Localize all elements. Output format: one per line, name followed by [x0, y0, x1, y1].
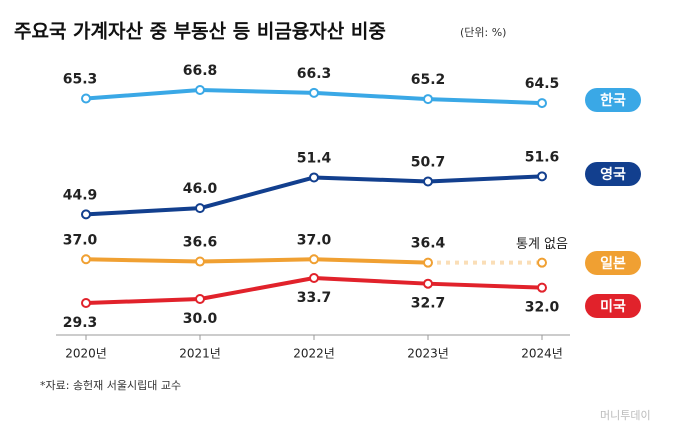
data-label: 32.0 [525, 300, 560, 316]
data-label: 50.7 [411, 154, 446, 170]
watermark: 머니투데이 [600, 409, 651, 422]
point-marker [423, 257, 433, 268]
legend-pill [585, 294, 641, 318]
point-marker [309, 254, 319, 265]
data-label: 36.6 [183, 235, 218, 251]
x-tick-label: 2022년 [293, 347, 335, 361]
missing-data-note: 통계 없음 [516, 237, 568, 252]
data-label: 66.3 [297, 66, 332, 82]
data-label: 66.8 [183, 63, 218, 79]
x-tick-label: 2023년 [407, 347, 449, 361]
series-line [85, 257, 429, 265]
legend-pill [585, 88, 641, 112]
data-label: 32.7 [411, 296, 446, 312]
data-label: 37.0 [297, 232, 332, 248]
x-tick-label: 2021년 [179, 347, 221, 361]
point-marker [81, 298, 91, 308]
legend-label: 영국 [600, 166, 626, 183]
point-marker [195, 294, 205, 305]
point-marker [195, 85, 205, 95]
point-marker [537, 171, 547, 182]
source: *자료: 송헌재 서울시립대 교수 [40, 379, 181, 392]
data-label: 37.0 [63, 232, 98, 248]
point-marker [309, 172, 319, 183]
point-marker [537, 282, 547, 293]
point-marker [195, 256, 205, 267]
point-marker [537, 98, 547, 109]
data-label: 44.9 [63, 187, 98, 203]
legend-label: 미국 [600, 299, 626, 315]
point-marker [81, 93, 91, 104]
missing-data-marker [537, 257, 547, 268]
unit-label: (단위: %) [460, 26, 506, 39]
point-marker [309, 273, 319, 284]
data-label: 36.4 [411, 236, 446, 252]
data-label: 30.0 [183, 311, 218, 327]
point-marker [423, 278, 433, 289]
legend-pill [585, 162, 641, 186]
point-marker [309, 87, 319, 98]
data-label: 51.6 [525, 149, 560, 165]
data-label: 64.5 [525, 76, 560, 92]
data-label: 65.2 [411, 72, 446, 88]
point-marker [81, 254, 91, 265]
point-marker [423, 94, 433, 105]
x-tick-label: 2020년 [65, 347, 107, 361]
x-tick-label: 2024년 [521, 347, 563, 361]
data-label: 29.3 [63, 315, 98, 331]
data-label: 65.3 [63, 72, 98, 88]
legend-pill [585, 251, 641, 275]
legend-label: 한국 [600, 93, 626, 109]
data-label: 33.7 [297, 290, 332, 306]
point-marker [423, 176, 433, 187]
data-label: 46.0 [183, 181, 218, 197]
legend-label: 일본 [600, 256, 626, 272]
point-marker [81, 209, 91, 220]
data-label: 51.4 [297, 150, 332, 166]
chart-title: 주요국 가계자산 중 부동산 등 비금융자산 비중 [14, 21, 386, 43]
point-marker [195, 203, 205, 214]
